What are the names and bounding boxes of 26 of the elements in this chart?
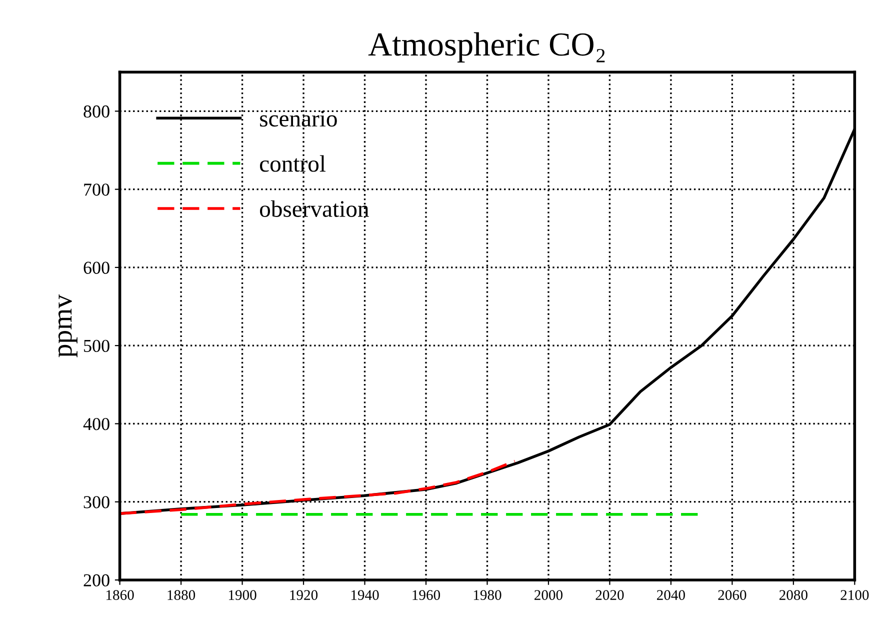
x-tick-label: 1900 bbox=[228, 590, 256, 600]
x-tick-label: 1980 bbox=[474, 590, 502, 600]
legend-label: scenario bbox=[260, 110, 337, 127]
x-tick-label: 2000 bbox=[534, 590, 562, 600]
x-tick-label: 2060 bbox=[718, 590, 746, 600]
line-series bbox=[120, 460, 516, 515]
y-tick-label: 500 bbox=[84, 340, 110, 352]
x-tick-label: 2020 bbox=[596, 590, 624, 600]
chart-title: Atmospheric CO₂ bbox=[368, 32, 605, 63]
x-tick-label: 2040 bbox=[657, 590, 685, 600]
x-tick-label: 1940 bbox=[351, 590, 379, 600]
y-tick-label: 200 bbox=[84, 574, 110, 586]
legend-label: control bbox=[260, 155, 326, 172]
x-tick-label: 1860 bbox=[106, 590, 134, 600]
x-tick-label: 1960 bbox=[412, 590, 440, 600]
x-tick-label: 2100 bbox=[840, 590, 869, 600]
x-tick-label: 1880 bbox=[168, 590, 196, 600]
y-tick-label: 600 bbox=[84, 262, 110, 274]
y-tick-label: 800 bbox=[84, 105, 110, 118]
x-tick-label: 1920 bbox=[290, 590, 318, 600]
y-tick-label: 700 bbox=[84, 184, 110, 196]
y-tick-label: 400 bbox=[83, 418, 110, 430]
x-tick-label: 2080 bbox=[779, 590, 808, 600]
y-tick-label: 300 bbox=[84, 496, 110, 508]
legend-label: observation bbox=[260, 200, 369, 217]
y-axis-title: ppmv bbox=[58, 294, 78, 358]
